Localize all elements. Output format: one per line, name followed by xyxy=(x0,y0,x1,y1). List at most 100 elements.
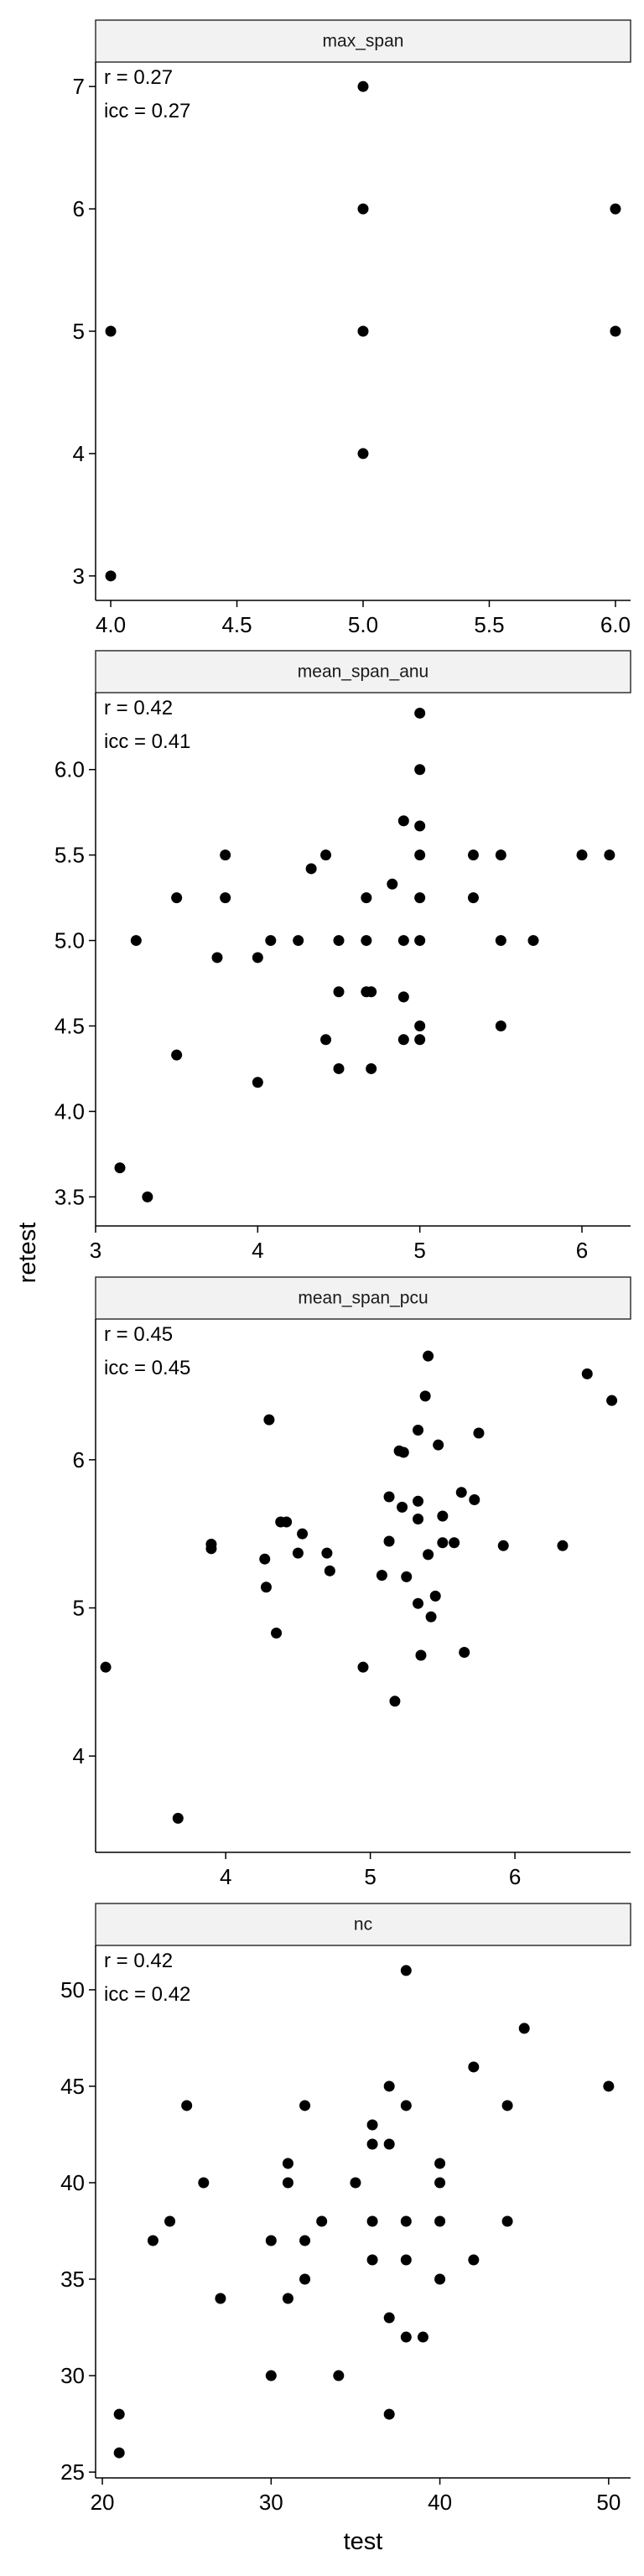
data-point xyxy=(415,1649,427,1661)
data-point xyxy=(350,2177,361,2189)
data-point xyxy=(164,2215,176,2227)
y-tick-label: 3 xyxy=(73,564,85,589)
data-point xyxy=(467,892,479,904)
data-point xyxy=(282,2158,293,2169)
y-tick-label: 40 xyxy=(60,2170,85,2195)
data-point xyxy=(220,849,231,861)
data-point xyxy=(281,1516,293,1528)
data-point xyxy=(603,2080,615,2092)
correlation-annotation: r = 0.42 xyxy=(104,697,173,719)
x-tick-label: 5.5 xyxy=(474,612,504,637)
data-point xyxy=(211,952,223,963)
y-tick-label: 35 xyxy=(60,2267,85,2292)
data-point xyxy=(397,1034,409,1046)
data-point xyxy=(357,325,369,337)
data-point xyxy=(263,1414,275,1426)
data-point xyxy=(383,2138,395,2150)
facet-strip-label: mean_span_anu xyxy=(298,662,428,682)
data-point xyxy=(434,2273,446,2285)
data-point xyxy=(100,1661,112,1673)
data-point xyxy=(397,1446,409,1458)
data-point xyxy=(414,935,426,947)
data-point xyxy=(282,2293,293,2304)
x-tick-label: 30 xyxy=(259,2490,283,2515)
data-point xyxy=(400,1965,412,1976)
data-point xyxy=(423,1350,434,1362)
data-point xyxy=(469,1494,480,1506)
data-point xyxy=(282,2177,293,2189)
data-point xyxy=(172,1812,184,1824)
facet-panel-mean-span-anu: mean_span_anu 3.5 4.0 4.5 5.0 5.5 6.0 3 4 5 6 r = 0… xyxy=(55,650,631,1263)
y-tick-label: 4.0 xyxy=(55,1098,85,1124)
data-point xyxy=(366,2215,378,2227)
data-point xyxy=(413,1495,424,1507)
data-point xyxy=(400,2254,412,2266)
y-tick-label: 4 xyxy=(73,1743,85,1768)
data-point xyxy=(171,1049,183,1061)
facet-strip-label: mean_span_pcu xyxy=(298,1289,428,1308)
x-tick-label: 5.0 xyxy=(348,612,378,637)
data-point xyxy=(414,1034,426,1046)
data-point xyxy=(434,2215,446,2227)
correlation-annotation: r = 0.42 xyxy=(104,1950,173,1972)
data-point xyxy=(433,1439,444,1451)
y-tick-label: 7 xyxy=(73,74,85,99)
data-point xyxy=(105,325,117,337)
data-point xyxy=(366,2138,378,2150)
data-point xyxy=(414,1021,426,1031)
y-tick-label: 50 xyxy=(60,1977,85,2002)
data-point xyxy=(413,1597,424,1609)
data-point xyxy=(130,935,142,947)
data-point xyxy=(265,935,277,947)
data-point xyxy=(414,820,426,832)
x-tick-label: 3 xyxy=(90,1238,101,1263)
data-point xyxy=(171,892,183,904)
data-point xyxy=(604,849,615,861)
data-point xyxy=(434,2158,446,2169)
x-tick-label: 4 xyxy=(252,1238,263,1263)
data-point xyxy=(260,1581,272,1593)
data-point xyxy=(610,203,621,215)
icc-annotation: icc = 0.41 xyxy=(104,730,190,753)
data-point xyxy=(400,2331,412,2343)
data-point xyxy=(299,2235,311,2246)
data-point xyxy=(271,1628,283,1639)
x-axis-title: test xyxy=(344,2528,383,2555)
data-point xyxy=(333,1062,345,1074)
data-point xyxy=(437,1510,449,1522)
data-point xyxy=(400,2215,412,2227)
data-point xyxy=(259,1553,271,1565)
x-tick-label: 4.5 xyxy=(221,612,252,637)
y-tick-label: 5 xyxy=(73,319,85,344)
x-tick-label: 4 xyxy=(220,1864,231,1889)
data-point xyxy=(429,1590,441,1602)
data-point xyxy=(366,986,377,998)
data-point xyxy=(299,2273,311,2285)
data-point xyxy=(357,80,369,92)
correlation-annotation: r = 0.45 xyxy=(104,1323,173,1346)
data-point xyxy=(413,1425,424,1436)
data-point xyxy=(495,1021,506,1031)
data-point xyxy=(205,1539,217,1550)
data-point xyxy=(495,935,506,947)
x-tick-label: 5 xyxy=(413,1238,425,1263)
data-point xyxy=(316,2215,328,2227)
y-tick-label: 3.5 xyxy=(55,1184,85,1209)
data-point xyxy=(366,2254,378,2266)
y-tick-label: 5.5 xyxy=(55,843,85,868)
data-point xyxy=(113,2447,125,2459)
x-tick-label: 6 xyxy=(576,1238,588,1263)
data-point xyxy=(366,2119,378,2131)
data-point xyxy=(142,1191,153,1202)
data-point xyxy=(265,2235,277,2246)
data-point xyxy=(414,849,426,861)
y-tick-label: 25 xyxy=(60,2459,85,2485)
data-point xyxy=(473,1427,485,1439)
data-point xyxy=(105,570,117,582)
data-point xyxy=(383,2080,395,2092)
data-point xyxy=(468,2061,480,2073)
data-point xyxy=(215,2293,226,2304)
facet-strip xyxy=(95,650,631,693)
y-tick-label: 6 xyxy=(73,196,85,221)
data-point xyxy=(361,892,372,904)
